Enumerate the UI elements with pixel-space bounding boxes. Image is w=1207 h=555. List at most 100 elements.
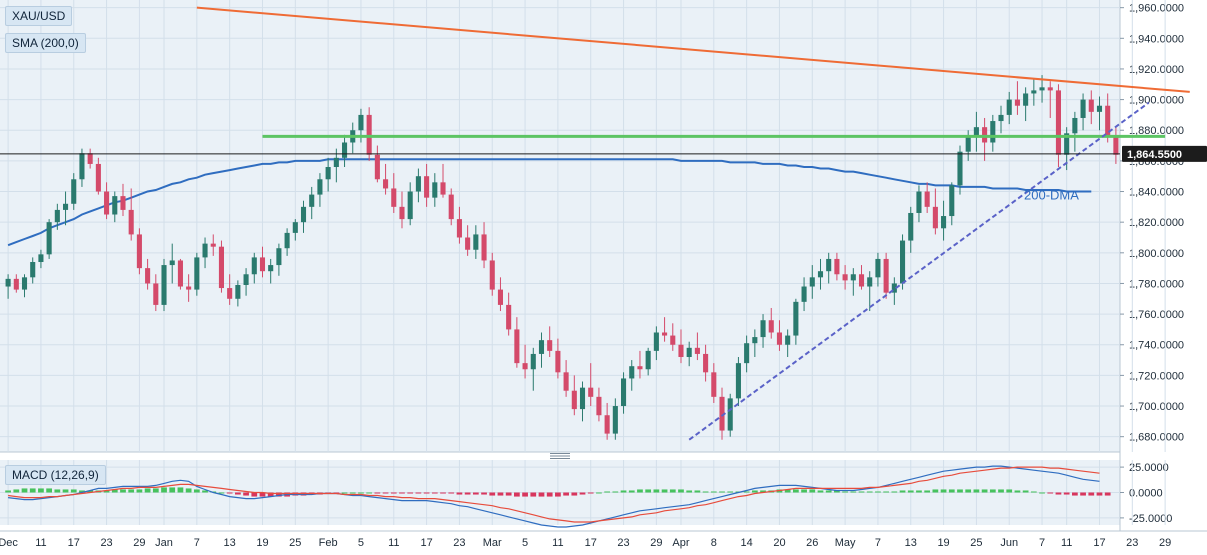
time-tick-label: 5 (358, 537, 364, 549)
candle-body (54, 209, 60, 223)
candle-body (235, 284, 241, 299)
price-tick-label: 1,720.0000 (1129, 370, 1184, 382)
price-tick-label: 1,760.0000 (1129, 309, 1184, 321)
macd-line (8, 465, 1100, 528)
candle-body (752, 337, 758, 344)
macd-histogram-bar (87, 490, 94, 493)
candle-body (481, 234, 487, 261)
price-tick-label: 1,900.0000 (1129, 95, 1184, 107)
macd-histogram-bar (579, 492, 586, 495)
price-pane-background (0, 0, 1120, 452)
candle-body (284, 232, 290, 249)
time-tick-label: 5 (522, 537, 528, 549)
macd-histogram-bar (571, 492, 578, 496)
macd-histogram-bar (883, 491, 890, 493)
candle-bearish (448, 188, 454, 226)
macd-histogram-bar (604, 491, 611, 493)
price-tick-label: 1,880.0000 (1129, 125, 1184, 137)
candle-body (678, 344, 684, 358)
candle-body (998, 114, 1004, 122)
macd-histogram-bar (940, 489, 947, 493)
candle-body (13, 278, 19, 290)
macd-histogram-bar (546, 492, 553, 497)
candle-body (440, 182, 446, 195)
candle-bullish (916, 185, 922, 223)
candle-bearish (13, 274, 19, 293)
candle-body (218, 246, 224, 289)
candle-body (875, 258, 881, 278)
candle-bearish (399, 191, 405, 229)
candle-body (834, 258, 840, 275)
macd-histogram-bar (161, 487, 167, 493)
candle-bearish (834, 252, 840, 281)
macd-histogram-bar (448, 492, 455, 494)
candle-bullish (579, 381, 586, 422)
candle-bullish (54, 203, 60, 230)
macd-histogram-bar (965, 489, 972, 493)
macd-histogram-bar (79, 490, 85, 493)
time-tick-label: 17 (1093, 537, 1105, 549)
candle-bearish (383, 163, 389, 195)
candle-bullish (686, 341, 692, 367)
macd-histogram-bar (792, 489, 799, 493)
macd-histogram-bar (38, 488, 44, 493)
candle-bullish (194, 252, 200, 296)
macd-histogram-bar (128, 489, 135, 493)
macd-histogram-bar (456, 492, 463, 495)
candle-body (982, 127, 988, 143)
macd-histogram-bar (653, 489, 660, 493)
macd-histogram-bar (620, 490, 627, 493)
candle-body (227, 288, 233, 299)
candle-body (383, 179, 389, 189)
time-tick-label: 11 (1061, 537, 1072, 549)
candle-bearish (210, 234, 216, 256)
time-tick-label: 23 (453, 537, 465, 549)
candle-bearish (768, 307, 774, 339)
macd-histogram-bar (907, 490, 914, 493)
candle-body (908, 212, 914, 241)
macd-histogram-bar (185, 488, 192, 493)
candle-bullish (243, 268, 249, 296)
candle-body (760, 320, 766, 338)
macd-histogram-bar (399, 492, 405, 494)
candle-body (514, 329, 520, 364)
candle-body (358, 114, 364, 131)
macd-histogram-bar (21, 488, 28, 493)
candle-bearish (719, 387, 725, 440)
pane-resize-handle-icon[interactable] (550, 453, 570, 459)
candle-bullish (793, 298, 799, 345)
price-tick-label: 1,780.0000 (1129, 278, 1184, 290)
macd-histogram-bar (751, 490, 758, 493)
candle-bearish (366, 107, 372, 161)
macd-histogram-bar (834, 490, 840, 493)
symbol-label[interactable]: XAU/USD (5, 6, 73, 26)
last-price-tag-label: 1,864.5500 (1127, 149, 1182, 161)
candle-body (744, 343, 750, 364)
macd-histogram-bar (1071, 492, 1078, 496)
candle-body (456, 219, 462, 238)
macd-histogram-bar (989, 489, 996, 493)
candle-body (1047, 87, 1053, 91)
time-tick-label: 19 (937, 537, 949, 549)
macd-histogram-bar (628, 490, 635, 493)
candle-body (186, 286, 192, 290)
macd-indicator-label[interactable]: MACD (12,26,9) (5, 465, 106, 485)
candle-bullish (867, 271, 873, 312)
macd-indicator-label-text: MACD (12,26,9) (12, 468, 99, 482)
candle-body (87, 153, 93, 164)
symbol-label-text: XAU/USD (12, 9, 66, 23)
time-tick-label: 7 (875, 537, 881, 549)
candle-body (538, 340, 545, 354)
candle-body (645, 350, 651, 370)
time-tick-label: 23 (617, 537, 629, 549)
macd-tick-label: -25.0000 (1129, 513, 1172, 525)
macd-histogram-bar (916, 490, 922, 493)
macd-histogram-bar (120, 489, 126, 493)
price-tick-label: 1,700.0000 (1129, 401, 1184, 413)
candle-bearish (153, 274, 159, 312)
candle-body (399, 206, 405, 220)
sma-indicator-label[interactable]: SMA (200,0) (5, 33, 86, 53)
candle-body (30, 262, 36, 278)
